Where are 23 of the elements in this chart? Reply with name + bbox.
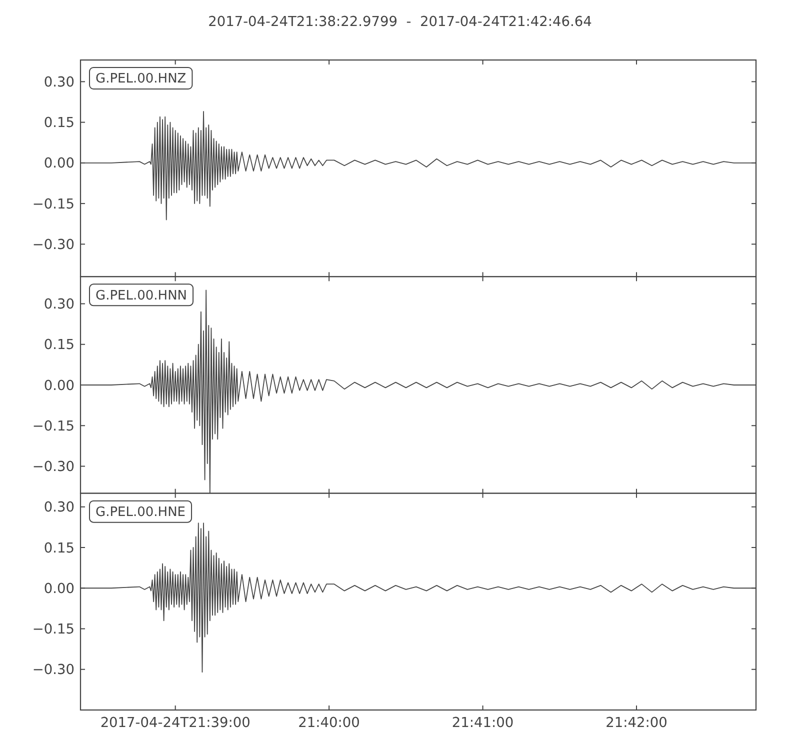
y-tick-label: 0.30 <box>44 500 74 516</box>
x-tick-label: 21:42:00 <box>606 715 668 731</box>
chart-title: 2017-04-24T21:38:22.9799 - 2017-04-24T21:42:46.64 <box>208 14 592 30</box>
y-tick-label: 0.15 <box>44 115 74 132</box>
y-tick-label: −0.15 <box>32 622 74 638</box>
y-tick-label: −0.30 <box>32 236 74 253</box>
x-tick-label: 2017-04-24T21:39:00 <box>100 715 250 731</box>
annotation: G.PEL.00.HNN <box>96 288 188 304</box>
y-tick-label: 0.00 <box>44 580 74 597</box>
y-tick-label: −0.30 <box>32 662 74 678</box>
y-tick-label: 0.15 <box>44 540 74 556</box>
annotation: G.PEL.00.HNE <box>96 505 186 520</box>
x-tick-label: 21:40:00 <box>298 715 360 731</box>
y-tick-label: −0.30 <box>32 459 74 476</box>
y-tick-label: 0.30 <box>44 296 74 313</box>
y-tick-label: 0.00 <box>44 156 74 172</box>
x-tick-label: 21:41:00 <box>452 715 514 731</box>
y-tick-label: 0.00 <box>44 378 74 394</box>
annotation: G.PEL.00.HNZ <box>96 72 186 87</box>
y-tick-label: 0.30 <box>44 74 74 90</box>
y-tick-label: 0.15 <box>44 337 74 354</box>
y-tick-label: −0.15 <box>32 418 74 434</box>
y-tick-label: −0.15 <box>32 196 74 212</box>
